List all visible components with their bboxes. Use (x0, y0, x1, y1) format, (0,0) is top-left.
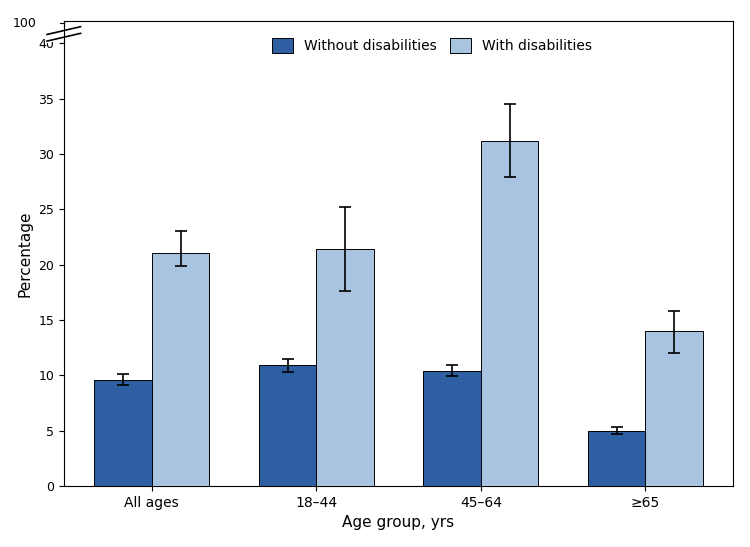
Bar (423, 371, 481, 486)
Text: 100: 100 (13, 17, 37, 30)
Bar (94, 380, 152, 486)
Bar (481, 141, 538, 486)
Bar (152, 253, 209, 486)
Bar (316, 249, 374, 486)
Bar (259, 365, 316, 486)
X-axis label: Age group, yrs: Age group, yrs (343, 515, 454, 531)
Legend: Without disabilities, With disabilities: Without disabilities, With disabilities (266, 33, 598, 59)
Bar (588, 430, 645, 486)
Y-axis label: Percentage: Percentage (18, 211, 33, 297)
Bar (645, 331, 703, 486)
